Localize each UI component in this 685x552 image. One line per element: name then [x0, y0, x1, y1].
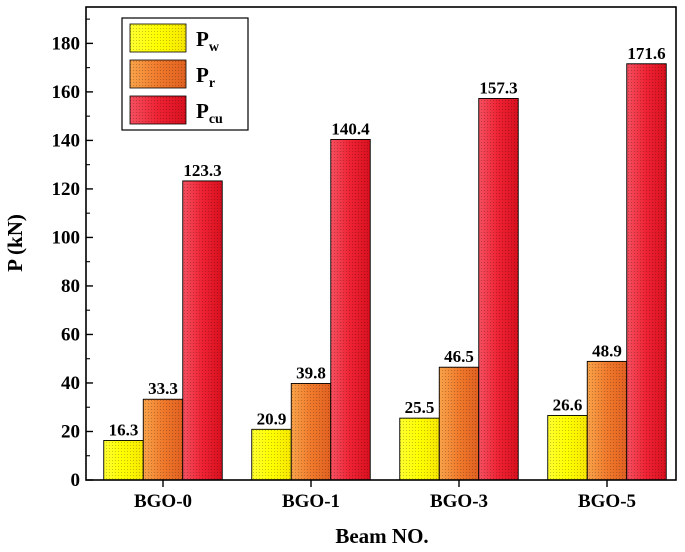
legend: Pw Pr Pcu — [121, 17, 249, 131]
plot-frame — [85, 6, 677, 481]
y-tick-label-80: 80 — [61, 276, 80, 297]
legend-pw-main: P — [196, 27, 209, 51]
legend-pw-sub: w — [209, 40, 220, 55]
y-tick-label-120: 120 — [52, 179, 81, 200]
legend-label-pw: Pw — [196, 27, 220, 55]
y-tick-label-140: 140 — [52, 130, 81, 151]
y-tick-label-0: 0 — [71, 470, 81, 491]
data-label-pw-bgo-0: 16.3 — [109, 420, 139, 439]
data-label-pr-bgo-5: 48.9 — [592, 341, 622, 360]
axes-layer: 0 20 40 60 80 100 120 140 160 180 BGO-0 BGO-1 BGO-3 B… — [52, 6, 677, 512]
y-tick-label-20: 20 — [61, 421, 80, 442]
data-labels-layer: 16.3 33.3 123.3 20.9 39.8 140.4 25.5 46.5 157.3 2… — [109, 44, 666, 440]
data-label-pw-bgo-1: 20.9 — [257, 409, 287, 428]
bar-texture-pw-bgo-1 — [251, 429, 292, 480]
bar-texture-pcu-bgo-0 — [182, 180, 223, 480]
x-axis-title: Beam NO. — [335, 524, 428, 548]
data-label-pw-bgo-5: 26.6 — [553, 395, 583, 414]
bar-texture-pcu-bgo-1 — [330, 139, 371, 480]
x-tick-label-bgo-0: BGO-0 — [134, 491, 192, 512]
bar-texture-pr-bgo-0 — [143, 399, 183, 480]
bar-texture-pr-bgo-1 — [291, 383, 331, 480]
legend-label-pr: Pr — [196, 63, 215, 91]
x-tick-label-bgo-5: BGO-5 — [578, 491, 636, 512]
data-label-pcu-bgo-3: 157.3 — [479, 78, 517, 97]
legend-pcu-sub: cu — [209, 112, 223, 127]
data-label-pw-bgo-3: 25.5 — [405, 398, 435, 417]
legend-swatch-texture-pcu — [130, 96, 186, 124]
bar-texture-pw-bgo-5 — [547, 415, 588, 480]
data-label-pcu-bgo-0: 123.3 — [183, 161, 221, 180]
data-label-pr-bgo-1: 39.8 — [296, 363, 326, 382]
legend-swatch-texture-pw — [130, 24, 186, 52]
x-tick-label-bgo-3: BGO-3 — [430, 491, 488, 512]
legend-label-pcu: Pcu — [196, 99, 223, 127]
legend-pcu-main: P — [196, 99, 209, 123]
y-tick-label-60: 60 — [61, 324, 80, 345]
x-tick-label-bgo-1: BGO-1 — [282, 491, 340, 512]
data-label-pr-bgo-3: 46.5 — [444, 347, 474, 366]
legend-swatch-texture-pr — [130, 60, 186, 88]
bar-texture-pw-bgo-3 — [399, 418, 440, 480]
y-tick-label-100: 100 — [52, 227, 81, 248]
bars-layer — [103, 63, 667, 481]
legend-entry-pr: Pr — [129, 59, 215, 91]
bar-texture-pcu-bgo-5 — [626, 63, 667, 480]
legend-pr-sub: r — [209, 76, 215, 91]
legend-pr-main: P — [196, 63, 209, 87]
data-label-pcu-bgo-1: 140.4 — [331, 119, 370, 138]
y-tick-label-160: 160 — [52, 82, 81, 103]
y-axis-title: P (kN) — [3, 214, 27, 272]
bar-texture-pw-bgo-0 — [103, 440, 144, 480]
bar-texture-pr-bgo-5 — [587, 361, 627, 480]
bar-texture-pcu-bgo-3 — [478, 98, 519, 481]
y-tick-label-40: 40 — [61, 373, 80, 394]
legend-entry-pcu: Pcu — [129, 95, 223, 127]
data-label-pr-bgo-0: 33.3 — [148, 379, 178, 398]
legend-entry-pw: Pw — [129, 23, 220, 55]
bar-texture-pr-bgo-3 — [439, 367, 479, 480]
y-tick-label-180: 180 — [52, 33, 81, 54]
data-label-pcu-bgo-5: 171.6 — [627, 44, 665, 63]
